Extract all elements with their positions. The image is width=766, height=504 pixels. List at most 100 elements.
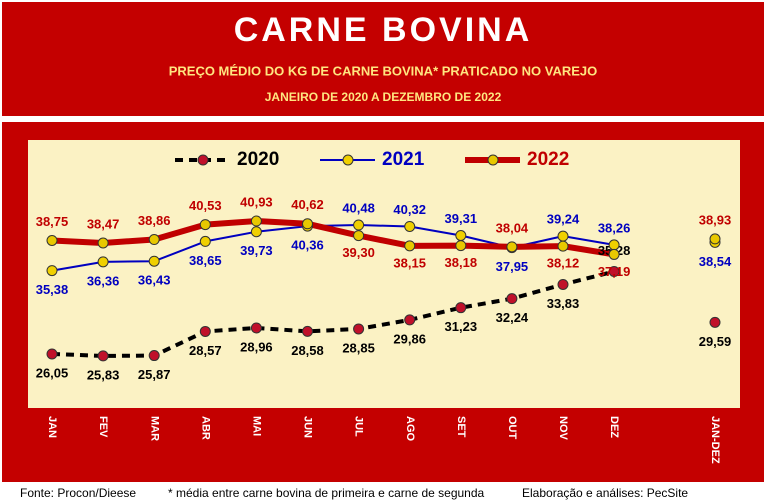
data-label: 37,19 <box>598 264 631 279</box>
data-label: 40,93 <box>240 194 273 209</box>
data-label: 36,36 <box>87 273 120 288</box>
data-point <box>557 240 569 252</box>
x-tick-label: NOV <box>557 416 569 441</box>
header-box <box>2 2 764 116</box>
x-tick-label: DEZ <box>608 416 620 438</box>
data-point <box>709 316 721 328</box>
data-label: 40,53 <box>189 198 222 213</box>
data-point <box>608 248 620 260</box>
x-tick-label: JAN <box>46 416 58 438</box>
data-label: 40,32 <box>393 202 426 217</box>
data-label: 38,54 <box>699 254 732 269</box>
data-label: 39,24 <box>547 212 580 227</box>
data-point <box>353 230 365 242</box>
data-point <box>148 234 160 246</box>
data-label: 38,65 <box>189 253 222 268</box>
data-label: 26,05 <box>36 365 69 380</box>
data-label: 28,57 <box>189 343 222 358</box>
series-line <box>51 269 615 358</box>
data-label: 40,36 <box>291 238 324 253</box>
chart-subtitle: PREÇO MÉDIO DO KG DE CARNE BOVINA* PRATI… <box>169 63 598 78</box>
data-label: 38,86 <box>138 213 171 228</box>
data-point <box>97 237 109 249</box>
data-label: 40,62 <box>291 197 324 212</box>
footer-note: * média entre carne bovina de primeira e… <box>168 486 485 500</box>
data-label: 35,38 <box>36 282 69 297</box>
legend-label: 2022 <box>527 149 569 170</box>
series-line <box>51 218 615 258</box>
data-label: 28,58 <box>291 343 324 358</box>
data-label: 38,12 <box>547 256 580 271</box>
x-tick-label: MAR <box>148 416 160 441</box>
x-tick-label: JUL <box>353 416 365 437</box>
footer-credit: Elaboração e análises: PecSite <box>522 486 688 500</box>
chart-title: CARNE BOVINA <box>234 11 533 49</box>
data-point <box>455 240 467 252</box>
data-label: 38,47 <box>87 216 120 231</box>
data-label: 38,15 <box>393 255 426 270</box>
x-tick-label: SET <box>455 416 467 438</box>
data-point <box>353 323 365 335</box>
data-point <box>608 239 620 251</box>
data-point <box>148 255 160 267</box>
chart-period: JANEIRO DE 2020 A DEZEMBRO DE 2022 <box>265 90 502 104</box>
data-point <box>46 235 58 246</box>
data-label: 37,95 <box>496 259 529 274</box>
data-label: 39,31 <box>445 211 478 226</box>
data-label: 40,48 <box>342 200 375 215</box>
data-label: 36,43 <box>138 273 171 288</box>
legend-marker <box>197 154 209 166</box>
data-label: 29,59 <box>699 334 732 349</box>
data-point <box>199 325 211 337</box>
data-label: 28,96 <box>240 339 273 354</box>
data-point <box>557 278 569 290</box>
data-point <box>199 235 211 247</box>
data-label: 32,24 <box>496 310 529 325</box>
data-label: 31,23 <box>445 319 478 334</box>
data-point <box>709 233 721 245</box>
data-point <box>557 230 569 242</box>
data-point <box>506 241 518 253</box>
data-label: 38,26 <box>598 220 631 235</box>
data-label: 39,73 <box>240 243 273 258</box>
data-label: 25,83 <box>87 367 120 382</box>
data-label: 38,93 <box>699 212 732 227</box>
x-tick-label: ABR <box>199 416 211 440</box>
data-point <box>353 219 365 231</box>
data-point <box>506 293 518 305</box>
data-label: 25,87 <box>138 367 171 382</box>
data-point <box>455 229 467 241</box>
data-point <box>404 314 416 326</box>
legend-marker <box>342 154 354 166</box>
x-tick-label: MAI <box>250 416 262 436</box>
x-tick-label: JUN <box>302 416 314 438</box>
data-point <box>404 220 416 232</box>
data-point <box>302 218 313 230</box>
data-point <box>97 350 109 362</box>
data-label: 39,30 <box>342 245 375 260</box>
data-point <box>97 256 109 268</box>
data-point <box>250 215 262 227</box>
data-point <box>404 240 416 252</box>
legend-label: 2020 <box>237 149 279 170</box>
data-point <box>455 302 467 314</box>
x-tick-label: OUT <box>506 416 518 440</box>
footer-source: Fonte: Procon/Dieese <box>20 486 136 500</box>
data-label: 38,75 <box>36 214 69 229</box>
data-point <box>46 265 58 277</box>
x-tick-label: JAN-DEZ <box>709 416 721 464</box>
data-point <box>199 219 211 231</box>
data-label: 33,83 <box>547 296 580 311</box>
data-label: 38,18 <box>445 255 478 270</box>
data-point <box>250 322 262 334</box>
plot-area <box>28 140 740 408</box>
data-label: 29,86 <box>393 331 426 346</box>
legend-marker <box>487 154 499 166</box>
data-label: 38,04 <box>496 220 529 235</box>
data-point <box>148 350 160 362</box>
data-point <box>608 265 620 277</box>
legend-label: 2021 <box>382 149 425 170</box>
data-point <box>250 226 262 238</box>
data-point <box>46 348 58 360</box>
